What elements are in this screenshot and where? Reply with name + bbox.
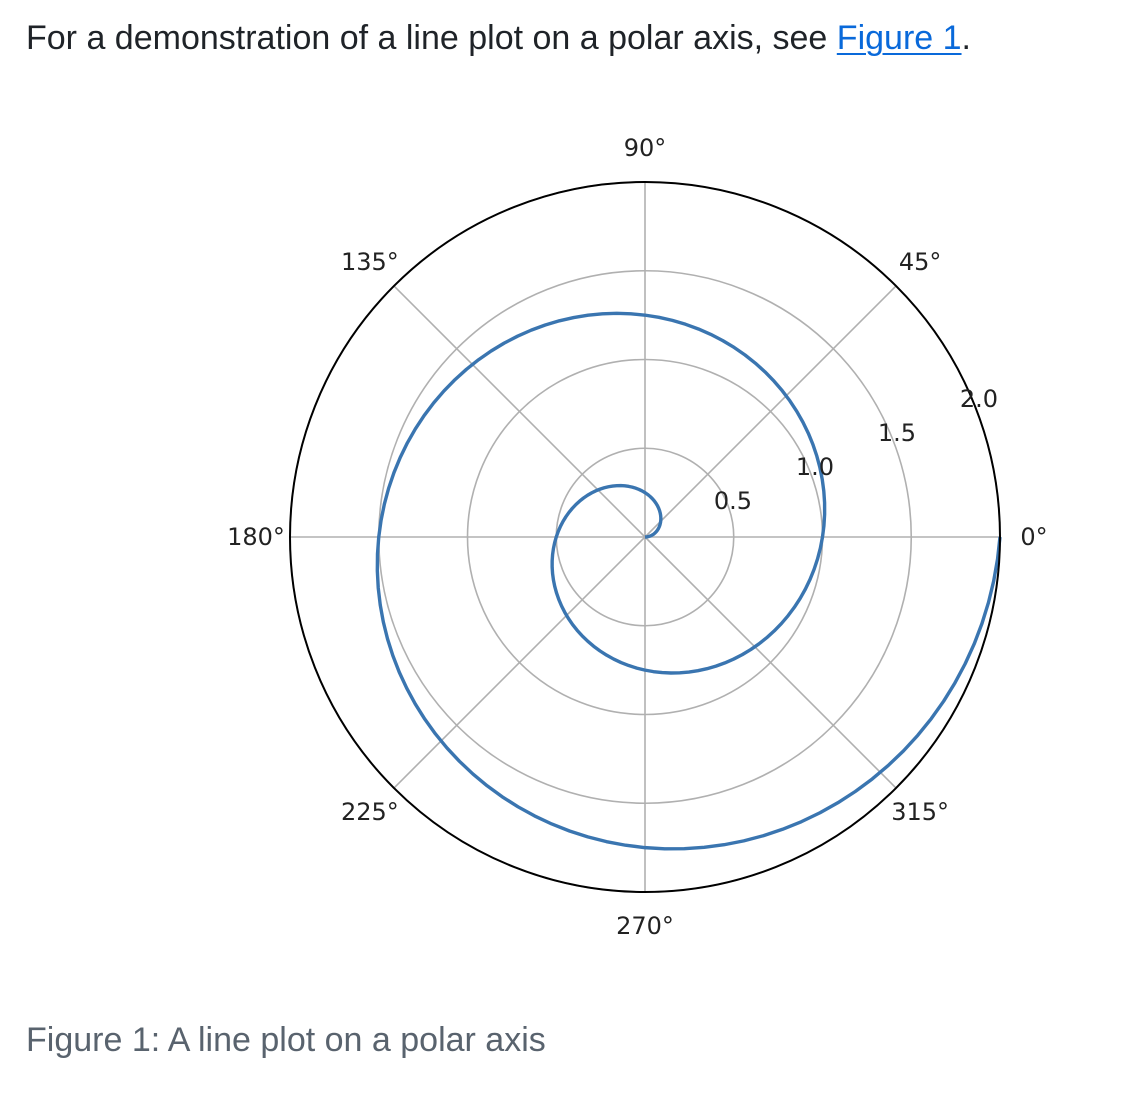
intro-text-before: For a demonstration of a line plot on a … xyxy=(26,19,837,57)
theta-tick-label-315: 315° xyxy=(891,798,949,826)
r-tick-label-0-5: 0.5 xyxy=(714,487,752,515)
theta-tick-label-225: 225° xyxy=(341,798,399,826)
polar-chart: 0° 45° 90° 135° 180° 225° 270° 315° 0.5 1.0 1.5 2.… xyxy=(227,134,1048,940)
r-tick-label-1: 1.0 xyxy=(796,453,834,481)
figure-caption: Figure 1: A line plot on a polar axis xyxy=(26,1021,546,1059)
theta-tick-label-45: 45° xyxy=(899,248,942,276)
intro-text-after: . xyxy=(961,19,971,57)
r-tick-labels: 0.5 1.0 1.5 2.0 xyxy=(714,385,998,515)
theta-tick-label-270: 270° xyxy=(616,912,674,940)
r-tick-label-1-5: 1.5 xyxy=(878,419,916,447)
theta-tick-label-90: 90° xyxy=(624,134,667,162)
series-line-0 xyxy=(375,311,1002,851)
figure-1-link[interactable]: Figure 1 xyxy=(836,19,962,57)
theta-tick-labels: 0° 45° 90° 135° 180° 225° 270° 315° xyxy=(227,134,1048,940)
theta-tick-label-135: 135° xyxy=(341,248,399,276)
polar-line-layer xyxy=(375,311,1002,851)
theta-tick-label-180: 180° xyxy=(227,523,285,551)
polar-outer-frame xyxy=(289,181,1001,893)
intro-paragraph: For a demonstration of a line plot on a … xyxy=(26,16,971,60)
r-tick-label-2: 2.0 xyxy=(960,385,998,413)
polar-figure: 0° 45° 90° 135° 180° 225° 270° 315° 0.5 1.0 1.5 2.… xyxy=(180,100,1080,980)
polar-frame xyxy=(289,181,1001,893)
theta-tick-label-0: 0° xyxy=(1020,523,1047,551)
